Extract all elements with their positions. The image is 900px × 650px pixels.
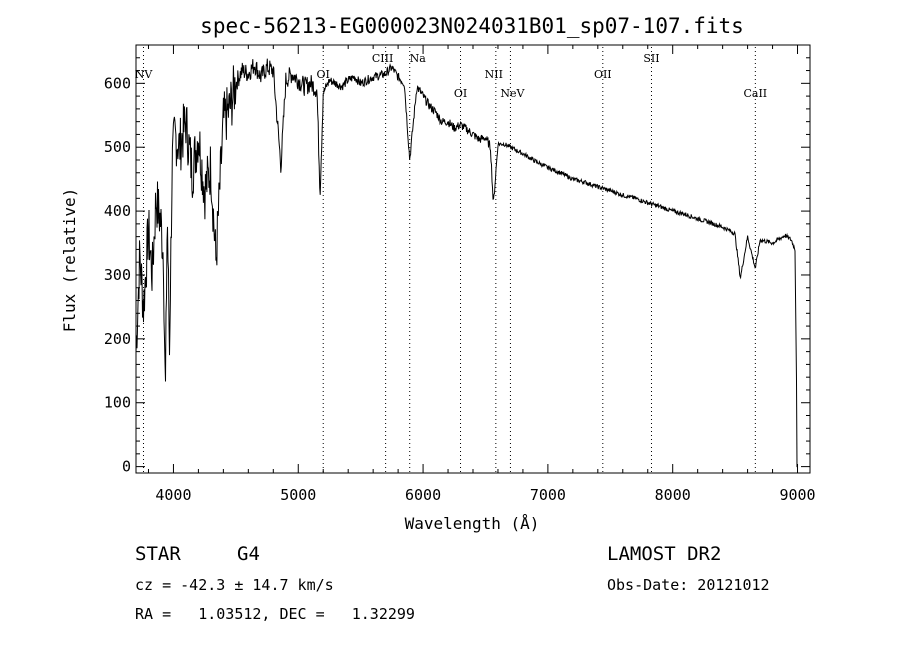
spectrum-line <box>135 58 798 468</box>
line-label-ciii: CIII <box>372 52 393 65</box>
redshift-velocity: cz = -42.3 ± 14.7 km/s <box>135 576 334 594</box>
y-tick-label: 100 <box>104 394 131 412</box>
x-tick-label: 4000 <box>155 486 191 504</box>
object-subclass: G4 <box>237 543 260 565</box>
line-label-sii: SII <box>643 52 659 65</box>
object-class: STAR <box>135 543 181 565</box>
y-tick-label: 200 <box>104 330 131 348</box>
line-label-nev: NeV <box>500 87 525 100</box>
chart-title: spec-56213-EG000023N024031B01_sp07-107.f… <box>200 14 744 38</box>
observation-date: Obs-Date: 20121012 <box>607 576 770 594</box>
x-tick-label: 9000 <box>779 486 815 504</box>
x-tick-label: 5000 <box>280 486 316 504</box>
x-tick-label: 8000 <box>655 486 691 504</box>
plot-frame <box>135 44 811 474</box>
line-label-caii: CaII <box>743 87 767 100</box>
x-axis-label: Wavelength (Å) <box>405 514 540 533</box>
line-label-na: Na <box>410 52 427 65</box>
x-tick-label: 6000 <box>405 486 441 504</box>
line-label-oi: OI <box>317 68 330 81</box>
y-tick-label: 600 <box>104 74 131 92</box>
y-tick-label: 0 <box>122 458 131 476</box>
y-tick-label: 300 <box>104 266 131 284</box>
sky-coordinates: RA = 1.03512, DEC = 1.32299 <box>135 605 415 623</box>
line-label-oii: OII <box>594 68 612 81</box>
survey-name: LAMOST DR2 <box>607 543 722 565</box>
y-tick-label: 400 <box>104 202 131 220</box>
line-label-oi: OI <box>454 87 467 100</box>
line-label-nii: NII <box>485 68 503 81</box>
line-label-nv: NV <box>135 68 154 81</box>
y-tick-label: 500 <box>104 138 131 156</box>
x-tick-label: 7000 <box>530 486 566 504</box>
y-axis-label: Flux (relative) <box>60 188 79 333</box>
